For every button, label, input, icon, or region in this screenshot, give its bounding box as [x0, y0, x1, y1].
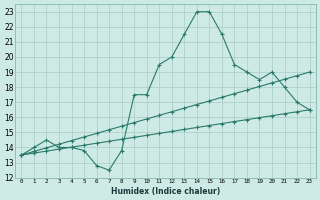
X-axis label: Humidex (Indice chaleur): Humidex (Indice chaleur)	[111, 187, 220, 196]
